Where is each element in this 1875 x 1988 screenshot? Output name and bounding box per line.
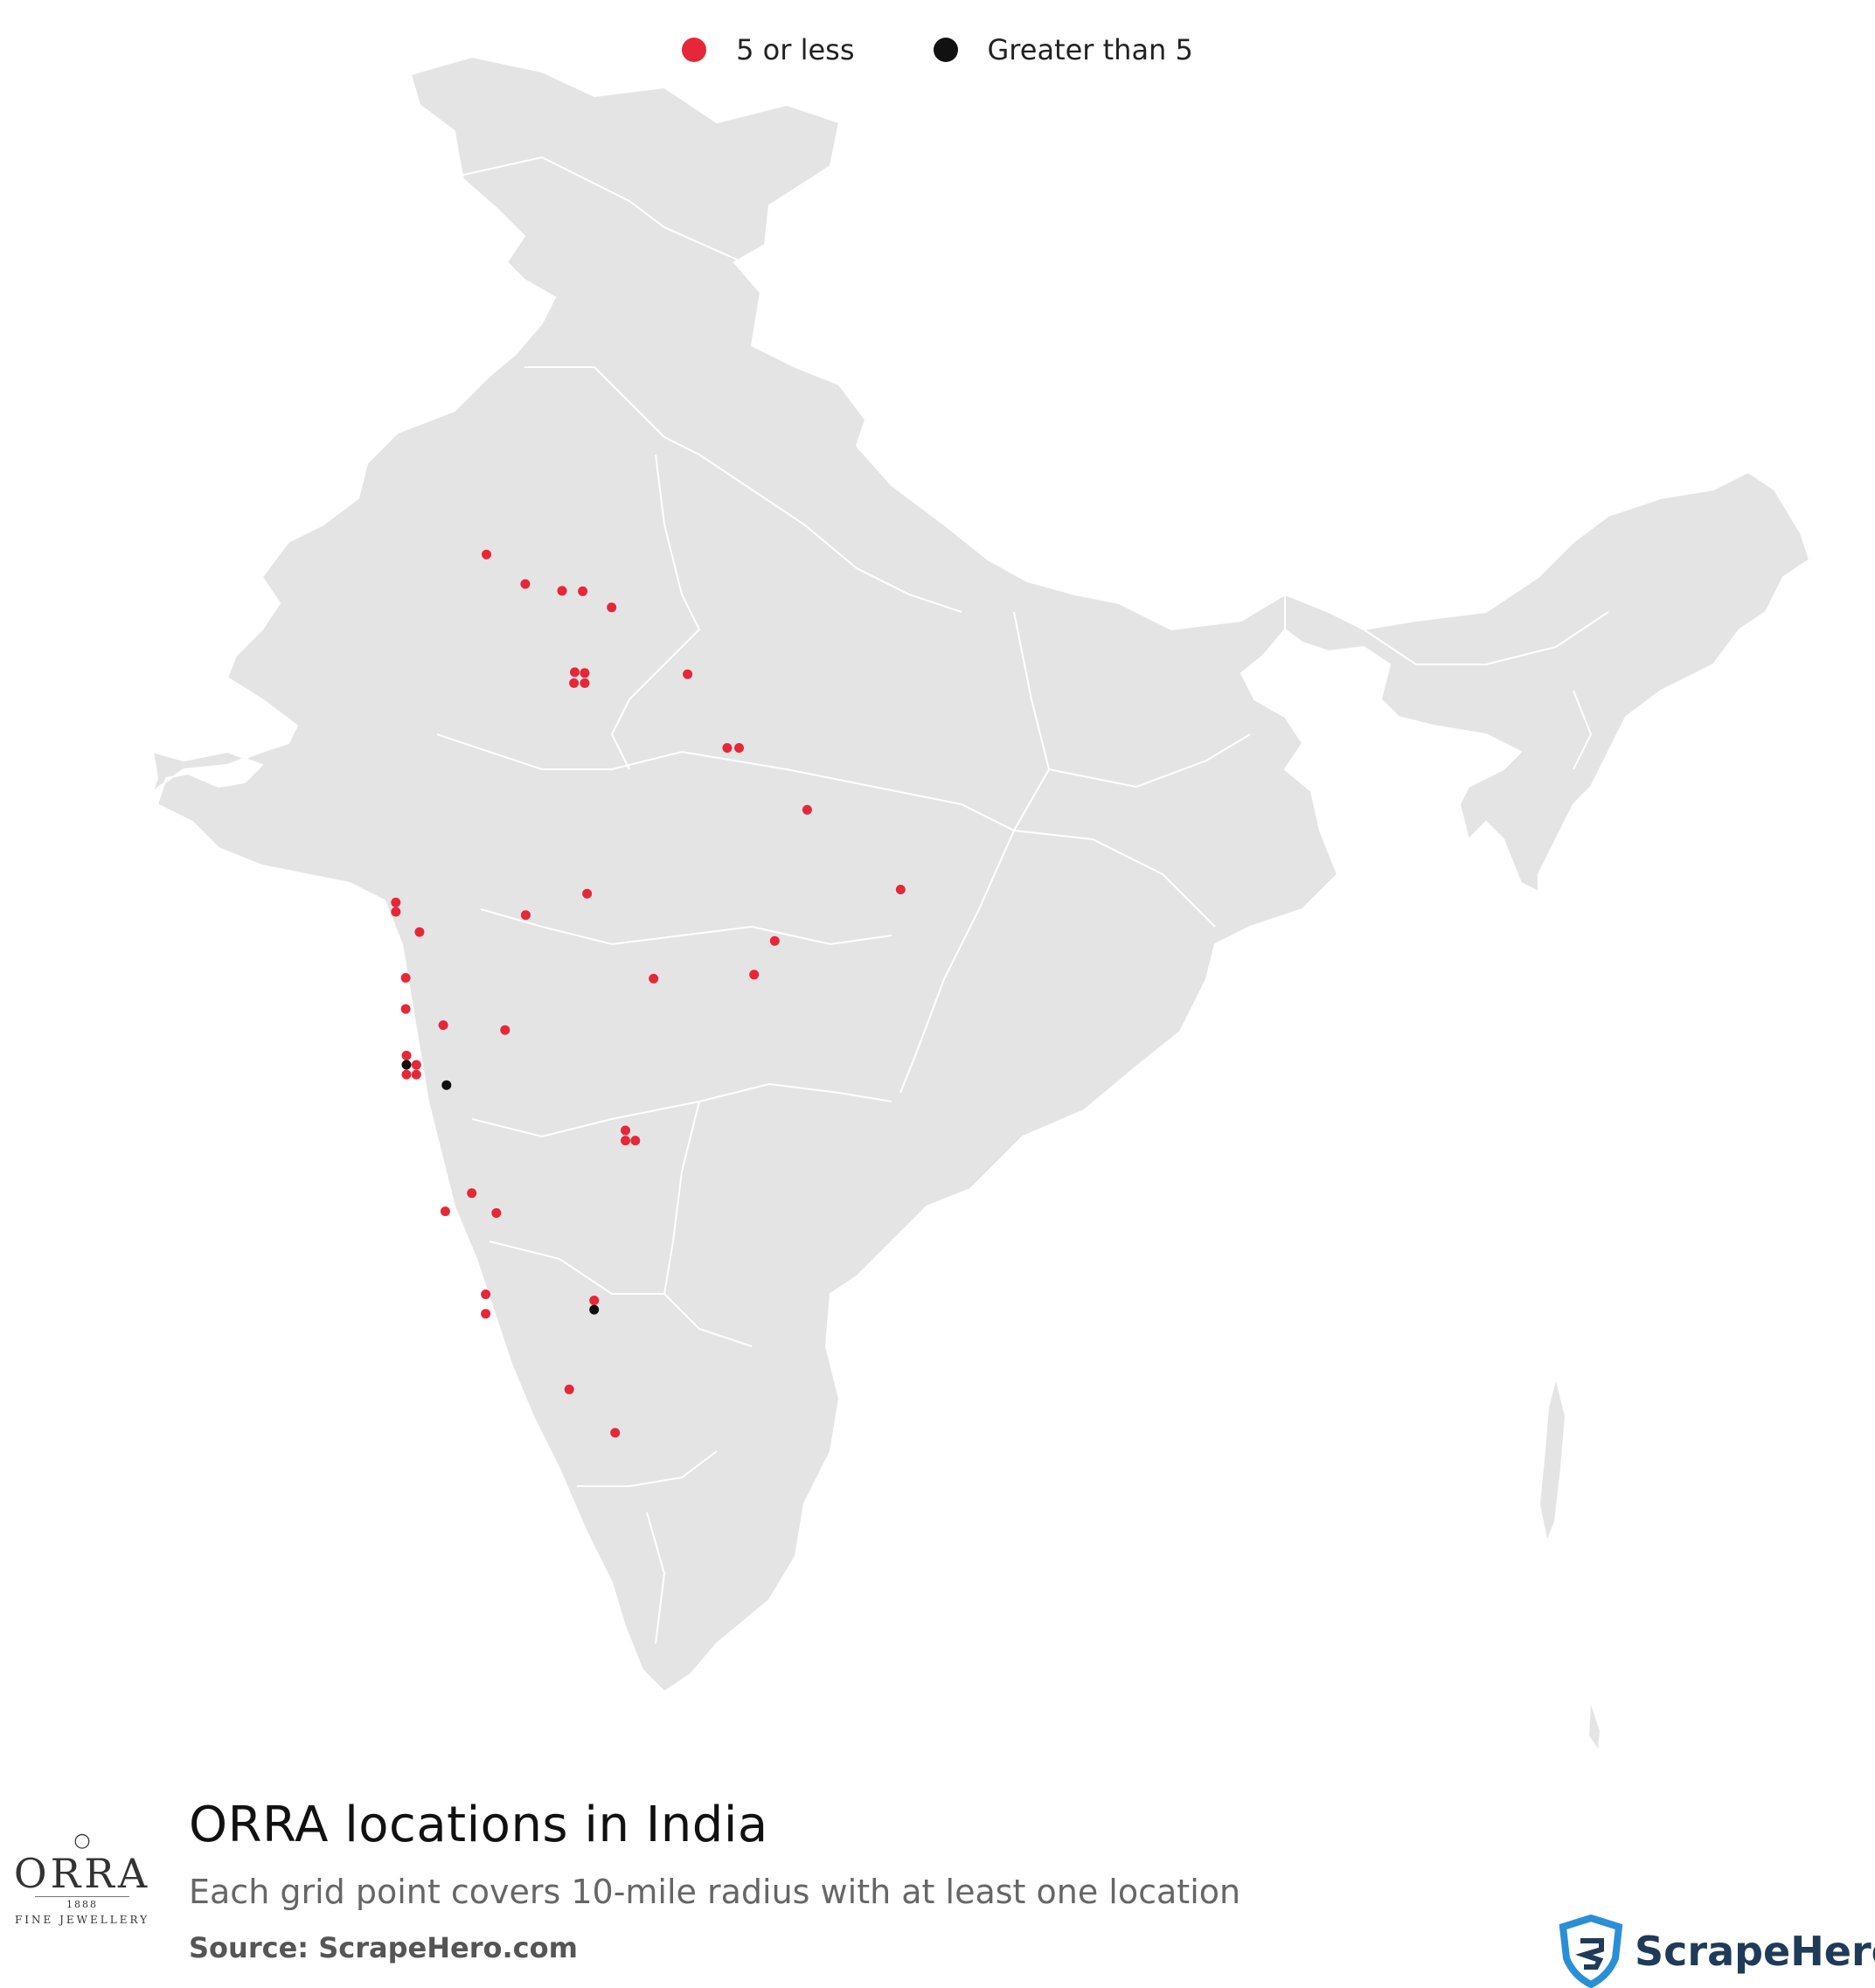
location-point-small (481, 1289, 491, 1299)
location-points (391, 549, 906, 1438)
location-point-small (722, 743, 733, 753)
location-point-small (400, 1004, 411, 1014)
legend: 5 or less Greater than 5 (0, 33, 1875, 66)
india-map (151, 55, 1811, 1748)
ring-icon: ○ (73, 1830, 91, 1852)
orra-logo: ○ ORRA 1888 FINE JEWELLERY (12, 1830, 152, 1927)
location-point-small (520, 579, 531, 589)
location-point-small (895, 885, 906, 894)
legend-label-large: Greater than 5 (987, 33, 1193, 66)
location-point-small (649, 973, 659, 984)
location-point-small (411, 1069, 421, 1080)
northeast-region-shape (1284, 470, 1811, 893)
map-title: ORRA locations in India (189, 1797, 768, 1853)
location-point-small (401, 1069, 412, 1080)
location-point-large (589, 1304, 600, 1315)
location-point-small (580, 668, 590, 678)
location-point-small (589, 1296, 600, 1305)
legend-label-small: 5 or less (736, 33, 855, 66)
location-point-small (610, 1428, 621, 1438)
location-point-small (400, 973, 411, 983)
legend-red-dot-icon (682, 38, 707, 62)
location-point-small (391, 897, 401, 907)
location-point-small (607, 602, 617, 613)
india-mainland-shape (151, 55, 1339, 1693)
legend-item-large: Greater than 5 (933, 33, 1193, 66)
location-point-small (411, 1060, 421, 1070)
location-point-small (570, 667, 580, 678)
location-point-small (749, 970, 760, 980)
source-credit: Source: ScrapeHero.com (189, 1931, 578, 1964)
location-point-small (557, 586, 567, 596)
location-point-small (440, 1206, 450, 1217)
location-point-small (621, 1125, 630, 1136)
scrapehero-logo: ScrapeHero (1558, 1915, 1875, 1988)
location-point-small (482, 549, 491, 560)
location-point-small (578, 586, 588, 596)
nicobar-islands-shape (1589, 1705, 1600, 1748)
location-point-small (569, 678, 580, 688)
legend-item-small: 5 or less (682, 33, 855, 66)
location-point-small (734, 743, 744, 753)
scrapehero-shield-icon (1559, 1915, 1623, 1988)
location-point-large (441, 1080, 452, 1090)
orra-logo-year: 1888 (35, 1896, 129, 1910)
location-point-small (621, 1136, 630, 1146)
andaman-islands-shape (1540, 1381, 1565, 1539)
location-point-small (438, 1020, 448, 1031)
location-point-small (520, 910, 531, 921)
location-point-small (481, 1309, 491, 1319)
location-point-small (491, 1208, 502, 1218)
state-borders (436, 156, 1609, 1644)
location-point-small (580, 678, 590, 688)
location-point-small (630, 1136, 641, 1146)
location-point-small (467, 1188, 477, 1199)
orra-logo-name: ORRA (13, 1850, 151, 1897)
location-point-small (769, 935, 780, 946)
location-point-small (401, 1050, 412, 1060)
location-point-small (414, 927, 425, 937)
location-point-small (802, 804, 812, 815)
scrapehero-logo-text: ScrapeHero (1635, 1928, 1875, 1975)
location-point-small (391, 907, 401, 917)
location-point-large (401, 1060, 412, 1070)
location-point-small (683, 669, 693, 679)
legend-black-dot-icon (933, 38, 958, 62)
location-point-small (582, 888, 593, 899)
map-subtitle: Each grid point covers 10-mile radius wi… (189, 1873, 1241, 1911)
orra-logo-tagline: FINE JEWELLERY (14, 1914, 150, 1926)
location-point-small (564, 1384, 574, 1394)
location-point-small (500, 1025, 510, 1035)
